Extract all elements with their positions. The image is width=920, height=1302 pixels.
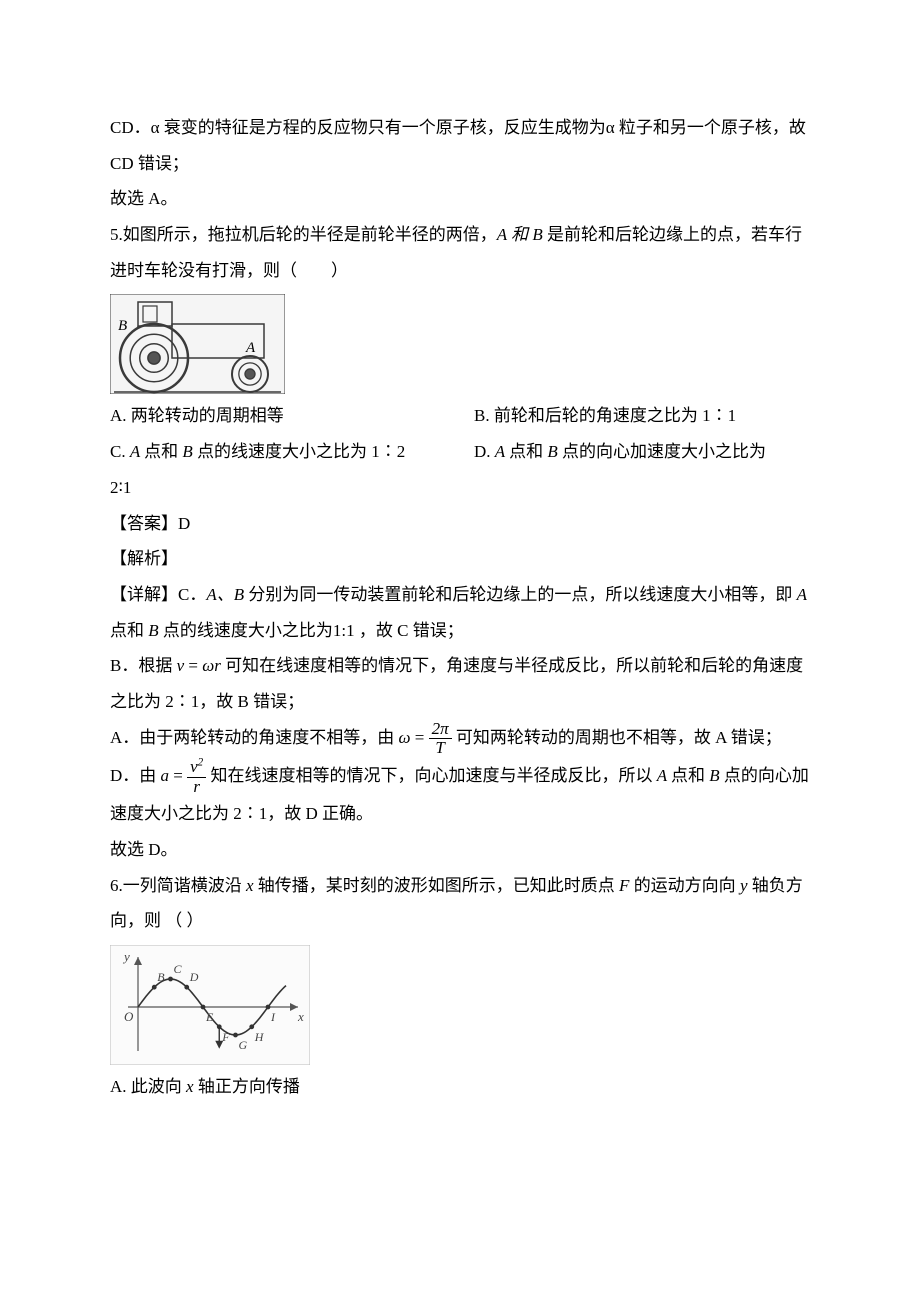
q5expd-num: v2	[187, 758, 206, 778]
q6-y: y	[740, 876, 752, 895]
svg-text:G: G	[239, 1038, 248, 1052]
q5expa-den-txt: T	[435, 738, 444, 757]
q5expc-pre: 【详解】C．	[110, 585, 206, 604]
q5-options-row1: A. 两轮转动的周期相等 B. 前轮和后轮的角速度之比为 1∶1	[110, 398, 810, 434]
q5expd-num-v: v	[190, 757, 198, 776]
q6a-x: x	[186, 1077, 198, 1096]
q5d-a: A	[495, 442, 509, 461]
q5expb-pre: B．根据	[110, 656, 177, 675]
q6a-post: 轴正方向传播	[198, 1077, 300, 1096]
q6-diagram: BCDEFGHIyxO	[110, 945, 810, 1065]
svg-text:y: y	[122, 949, 130, 964]
q5d-mid: 点和	[509, 442, 547, 461]
q5expa-eq: =	[411, 728, 429, 747]
q5c-b: B	[182, 442, 197, 461]
q5expc2-pre: 点和	[110, 621, 148, 640]
q5d-post: 点的向心加速度大小之比为	[562, 442, 766, 461]
q5c-pre: C.	[110, 442, 130, 461]
q5d-pre: D.	[474, 442, 495, 461]
svg-text:C: C	[174, 962, 183, 976]
q5-exp-d: D．由 a = v2r 知在线速度相等的情况下，向心加速度与半径成反比，所以 A…	[110, 758, 810, 832]
q5-opt-c: C. A 点和 B 点的线速度大小之比为 1∶2	[110, 434, 474, 470]
q5-answer: 【答案】D	[110, 506, 810, 542]
q5-opt-d: D. A 点和 B 点的向心加速度大小之比为	[474, 434, 810, 470]
q5-jiexi: 【解析】	[110, 541, 810, 577]
q5expa-post: 可知两轮转动的周期也不相等，故 A 错误；	[452, 728, 782, 747]
svg-text:H: H	[254, 1030, 265, 1044]
q5-stem-ab: A 和 B	[497, 225, 547, 244]
svg-text:O: O	[124, 1009, 134, 1024]
q5-opt-d-line2: 2∶1	[110, 470, 810, 506]
q5-exp-c: 【详解】C．A、B 分别为同一传动装置前轮和后轮边缘上的一点，所以线速度大小相等…	[110, 577, 810, 613]
q5expd-den-txt: r	[193, 777, 200, 796]
q5-opt-b: B. 前轮和后轮的角速度之比为 1∶1	[474, 398, 810, 434]
para-choose-a: 故选 A。	[110, 181, 810, 217]
q5-diagram: BA	[110, 294, 810, 394]
q5expa-frac: 2πT	[429, 720, 452, 758]
q5expc-ab: A、B	[206, 585, 248, 604]
q5expa-num: 2π	[429, 720, 452, 740]
q5expd-num-sup: 2	[198, 756, 204, 768]
q5expd-b2: B	[709, 766, 724, 785]
q5expa-pre: A．由于两轮转动的角速度不相等，由	[110, 728, 399, 747]
q6a-pre: A. 此波向	[110, 1077, 186, 1096]
wave-diagram-svg: BCDEFGHIyxO	[110, 945, 310, 1065]
q6-opt-a: A. 此波向 x 轴正方向传播	[110, 1069, 810, 1105]
q5expd-pre: D．由	[110, 766, 161, 785]
q5expd-den: r	[187, 778, 206, 797]
svg-text:x: x	[297, 1009, 304, 1024]
q5c-a: A	[130, 442, 144, 461]
q5expd-a2: A	[657, 766, 671, 785]
q5-final: 故选 D。	[110, 832, 810, 868]
q5d-b: B	[547, 442, 562, 461]
q5expc2-post: 点的线速度大小之比为1:1 ，故 C 错误；	[163, 621, 464, 640]
q5expd-post1: 知在线速度相等的情况下，向心加速度与半径成反比，所以	[206, 766, 657, 785]
q5expa-num-txt: 2π	[432, 719, 449, 738]
q5expb-r: r	[214, 656, 221, 675]
q5-exp-c-line2: 点和 B 点的线速度大小之比为1:1 ，故 C 错误；	[110, 613, 810, 649]
q5-opt-a: A. 两轮转动的周期相等	[110, 398, 474, 434]
q5expc-a2: A	[797, 585, 807, 604]
q5expa-den: T	[429, 739, 452, 758]
q5-exp-a: A．由于两轮转动的角速度不相等，由 ω = 2πT 可知两轮转动的周期也不相等，…	[110, 720, 810, 758]
svg-text:E: E	[205, 1010, 214, 1024]
q5expd-eq: =	[169, 766, 187, 785]
q5-stem: 5.如图所示，拖拉机后轮的半径是前轮半径的两倍，A 和 B 是前轮和后轮边缘上的…	[110, 217, 810, 288]
q5c-mid: 点和	[144, 442, 182, 461]
q6-stem: 6.一列简谐横波沿 x 轴传播，某时刻的波形如图所示，已知此时质点 F 的运动方…	[110, 868, 810, 939]
q5-options-row2: C. A 点和 B 点的线速度大小之比为 1∶2 D. A 点和 B 点的向心加…	[110, 434, 810, 470]
q5-stem-1: 5.如图所示，拖拉机后轮的半径是前轮半径的两倍，	[110, 225, 497, 244]
svg-text:D: D	[189, 970, 199, 984]
q5expb-omega: ω	[202, 656, 214, 675]
q5expc2-b: B	[148, 621, 163, 640]
q5expd-a: a	[161, 766, 170, 785]
q6-mid: 轴传播，某时刻的波形如图所示，已知此时质点	[258, 876, 619, 895]
svg-text:B: B	[118, 318, 127, 334]
para-cd: CD．α 衰变的特征是方程的反应物只有一个原子核，反应生成物为α 粒子和另一个原…	[110, 110, 810, 181]
q5-exp-b: B．根据 v = ωr 可知在线速度相等的情况下，角速度与半径成反比，所以前轮和…	[110, 648, 810, 719]
q5expd-frac: v2r	[187, 758, 206, 796]
q5expb-v: v	[177, 656, 185, 675]
svg-text:A: A	[245, 340, 256, 356]
q5c-post: 点的线速度大小之比为 1∶2	[197, 442, 405, 461]
svg-text:B: B	[157, 970, 165, 984]
q6-x: x	[246, 876, 258, 895]
q5expd-mid2: 点和	[671, 766, 709, 785]
q6-f: F	[619, 876, 634, 895]
q5expc-mid: 分别为同一传动装置前轮和后轮边缘上的一点，所以线速度大小相等，即	[248, 585, 796, 604]
tractor-diagram-svg: BA	[110, 294, 285, 394]
q6-mid2: 的运动方向向	[634, 876, 740, 895]
q6-pre: 6.一列简谐横波沿	[110, 876, 246, 895]
q5expb-eq: =	[184, 656, 202, 675]
q5expa-omega: ω	[399, 728, 411, 747]
